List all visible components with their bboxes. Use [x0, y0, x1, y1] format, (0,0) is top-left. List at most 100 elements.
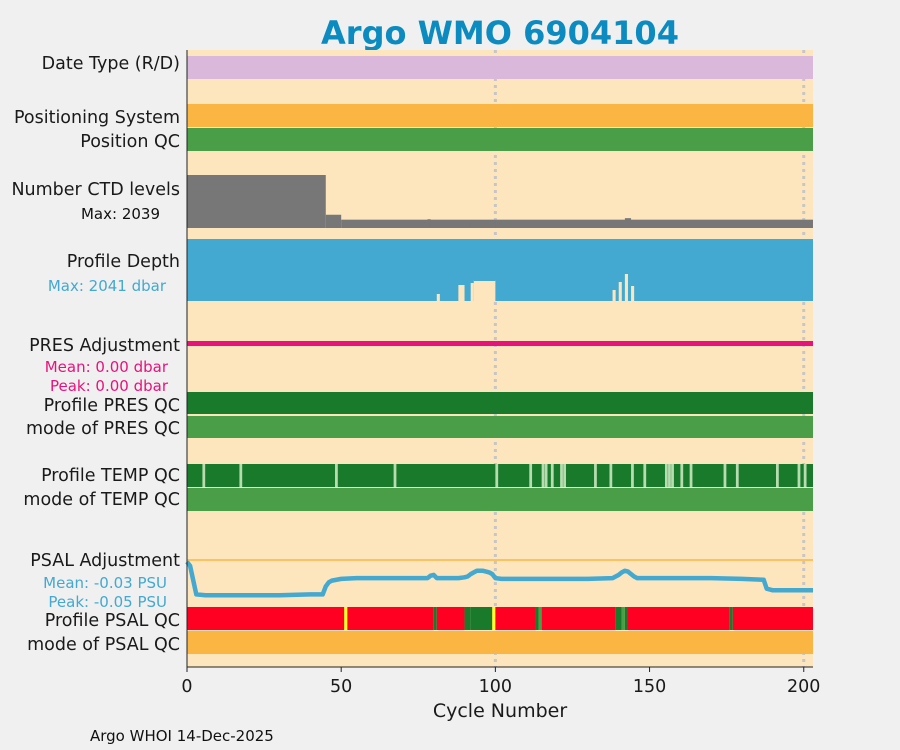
- profile-depth-notch-7: [631, 286, 635, 302]
- psal-qc-segment-7: [492, 607, 496, 630]
- temp-qc-light-23: [797, 464, 801, 487]
- psal-qc-segment-15: [627, 607, 730, 630]
- profile-depth-notch-0: [436, 294, 440, 302]
- ctd-levels-bar-2: [341, 219, 813, 228]
- psal-qc-segment-5: [464, 607, 471, 630]
- label-profile-pres-qc: Profile PRES QC: [44, 396, 180, 416]
- psal-qc-segment-4: [436, 607, 465, 630]
- temp-qc-light-18: [680, 464, 684, 487]
- psal-qc-segment-2: [347, 607, 434, 630]
- psal-qc-segment-14: [624, 607, 628, 630]
- profile-depth-notch-1: [458, 285, 465, 302]
- label-pres-adjustment: PRES Adjustment: [29, 336, 180, 356]
- label-mode-pres-qc: mode of PRES QC: [26, 419, 180, 439]
- psal-qc-segment-1: [344, 607, 348, 630]
- ctd-max-label: Max: 2039: [81, 205, 160, 223]
- psal-qc-segment-9: [535, 607, 539, 630]
- x-tick-label-50: 50: [330, 677, 352, 697]
- psal-qc-segment-3: [433, 607, 437, 630]
- ctd-levels-bar-1: [325, 214, 342, 228]
- temp-qc-light-16: [668, 464, 671, 487]
- psal-qc-segment-8: [495, 607, 536, 630]
- positioning-system-bar: [187, 104, 813, 127]
- plot-area: [187, 50, 813, 667]
- profile-depth-notch-3: [473, 280, 496, 302]
- ctd-levels-feature-1: [470, 220, 496, 228]
- psal-qc-segment-13: [621, 607, 625, 630]
- temp-qc-light-2: [335, 464, 338, 487]
- label-positioning-system: Positioning System: [14, 108, 180, 128]
- temp-qc-light-22: [775, 464, 779, 487]
- temp-qc-light-15: [664, 464, 668, 487]
- depth-max-label: Max: 2041 dbar: [48, 277, 167, 295]
- temp-qc-light-19: [689, 464, 693, 487]
- profile-depth-notch-4: [612, 290, 616, 302]
- temp-qc-light-11: [594, 464, 597, 487]
- profile-depth-notch-2: [470, 283, 474, 302]
- label-profile-depth: Profile Depth: [67, 252, 180, 272]
- label-date-type: Date Type (R/D): [42, 54, 180, 74]
- x-axis-label: Cycle Number: [433, 700, 567, 722]
- temp-qc-light-24: [803, 464, 807, 487]
- psal-peak-label: Peak: -0.05 PSU: [48, 593, 167, 611]
- psal-adjustment-line: [185, 560, 813, 598]
- temp-qc-light-0: [202, 464, 206, 487]
- date-type-bar: [187, 56, 813, 79]
- pres-mean-label: Mean: 0.00 dbar: [45, 358, 169, 376]
- ctd-levels-feature-0: [427, 219, 431, 228]
- psal-qc-segment-17: [732, 607, 813, 630]
- chart-title: Argo WMO 6904104: [321, 14, 679, 52]
- pres-qc-bar: [187, 392, 813, 414]
- data-marks: [185, 50, 813, 667]
- ctd-levels-feature-2: [624, 218, 632, 228]
- psal-qc-segment-10: [538, 607, 542, 630]
- x-tick-label-0: 0: [181, 677, 192, 697]
- pres-mode-bar: [187, 416, 813, 438]
- pres-peak-label: Peak: 0.00 dbar: [50, 377, 169, 395]
- temp-qc-light-17: [671, 464, 674, 487]
- temp-mode-bar: [187, 488, 813, 511]
- temp-qc-light-4: [495, 464, 499, 487]
- profile-depth-notch-5: [618, 282, 622, 302]
- label-psal-adjustment: PSAL Adjustment: [30, 551, 180, 571]
- temp-qc-light-6: [541, 464, 545, 487]
- position-qc-bar: [187, 128, 813, 151]
- x-axis: 0 50 100 150 200: [181, 50, 820, 697]
- temp-qc-bar: [187, 464, 813, 487]
- x-tick-label-100: 100: [479, 677, 512, 697]
- x-tick-label-150: 150: [633, 677, 666, 697]
- pres-adjustment-line: [187, 341, 813, 346]
- temp-qc-light-13: [631, 464, 634, 487]
- psal-qc-segment-0: [187, 607, 345, 630]
- temp-qc-light-7: [544, 464, 548, 487]
- temp-qc-light-9: [560, 464, 563, 487]
- temp-qc-light-10: [563, 464, 566, 487]
- label-ctd-levels: Number CTD levels: [11, 180, 180, 200]
- psal-qc-segment-16: [729, 607, 733, 630]
- psal-qc-segment-6: [470, 607, 493, 630]
- temp-qc-light-8: [550, 464, 554, 487]
- label-mode-temp-qc: mode of TEMP QC: [23, 490, 180, 510]
- psal-qc-segment-12: [615, 607, 622, 630]
- psal-mode-bar: [187, 631, 813, 654]
- psal-qc-segment-11: [541, 607, 616, 630]
- footer-credit: Argo WHOI 14-Dec-2025: [90, 727, 274, 745]
- label-profile-temp-qc: Profile TEMP QC: [41, 466, 180, 486]
- temp-qc-light-12: [609, 464, 613, 487]
- psal-mean-label: Mean: -0.03 PSU: [43, 574, 167, 592]
- label-mode-psal-qc: mode of PSAL QC: [27, 635, 180, 655]
- temp-qc-light-21: [735, 464, 739, 487]
- profile-depth-area: [187, 239, 813, 301]
- temp-qc-light-1: [239, 464, 243, 487]
- profile-depth-segment: [473, 279, 496, 281]
- temp-qc-light-20: [723, 464, 727, 487]
- profile-depth-notch-6: [624, 274, 628, 302]
- ctd-levels-bar-0: [187, 175, 326, 228]
- label-position-qc: Position QC: [80, 132, 180, 152]
- temp-qc-light-3: [393, 464, 397, 487]
- label-profile-psal-qc: Profile PSAL QC: [45, 611, 180, 631]
- temp-qc-light-5: [529, 464, 533, 487]
- temp-qc-light-14: [643, 464, 647, 487]
- x-tick-label-200: 200: [787, 677, 820, 697]
